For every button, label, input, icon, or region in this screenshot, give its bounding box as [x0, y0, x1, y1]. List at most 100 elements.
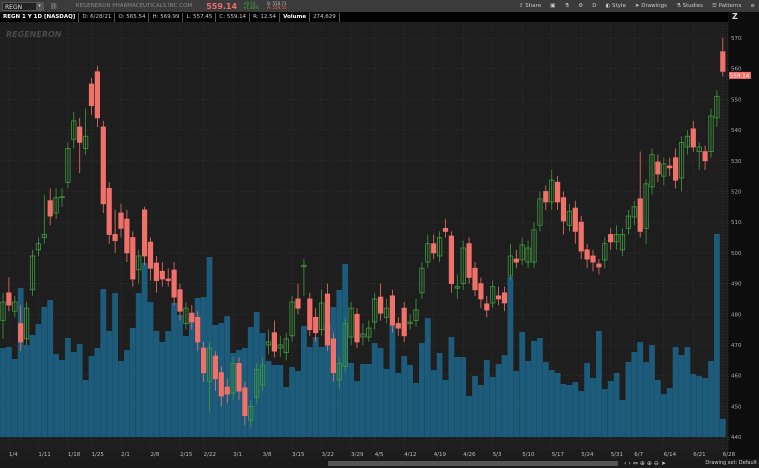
candle-up — [631, 206, 637, 218]
candle-up — [407, 321, 413, 324]
volume-bar — [542, 361, 549, 437]
zoom-in-icon[interactable]: ⊕ — [646, 460, 652, 467]
gear-icon[interactable]: ⚙ — [578, 3, 584, 9]
volume-bar — [625, 361, 632, 437]
candle-up — [12, 301, 18, 312]
candle-up — [425, 243, 431, 263]
volume-bar — [100, 289, 107, 437]
studies-icon: ⚗ — [675, 3, 683, 9]
candle-down — [189, 312, 195, 323]
volume-bar — [159, 341, 166, 437]
candle-up — [265, 341, 272, 346]
drawing-set[interactable]: Drawing set: Default — [705, 460, 757, 466]
volume-bar — [383, 368, 390, 437]
volume-bar — [507, 276, 514, 437]
candle-down — [555, 181, 561, 203]
symbol-input[interactable]: REGN ▾ — [2, 1, 44, 11]
candle-up — [507, 255, 514, 277]
scroll-right-icon[interactable]: › — [628, 460, 631, 467]
time-scrollbar[interactable] — [328, 461, 618, 466]
candle-up — [625, 215, 632, 229]
detach-icon[interactable]: ▣ — [550, 3, 556, 9]
candle-down — [448, 235, 455, 284]
candle-up — [696, 146, 702, 152]
candle-down — [112, 234, 118, 242]
volume-bar — [643, 361, 649, 437]
patterns-icon: ☰ — [712, 3, 719, 9]
patterns-button[interactable]: ☰ Patterns — [712, 3, 741, 9]
studies-button[interactable]: ⚗ Studies — [676, 3, 703, 9]
candle-up — [531, 229, 537, 263]
volume-bar — [584, 363, 590, 437]
y-tick-label: 490 — [731, 282, 742, 288]
candle-down — [472, 267, 478, 291]
drawings-button[interactable]: ➤ Drawings — [635, 3, 667, 9]
change-percent: +1.48% — [243, 5, 260, 10]
menu-icon[interactable]: ≡ — [750, 3, 755, 9]
x-tick-label: 6/7 — [634, 452, 643, 458]
flask-icon[interactable]: ⚗ — [564, 3, 570, 9]
volume-bar — [478, 384, 484, 437]
y-tick-label: 470 — [731, 343, 742, 349]
candle-up — [65, 148, 71, 183]
x-tick-label: 5/31 — [611, 452, 623, 458]
volume-bar — [519, 332, 526, 437]
last-price-tag-label: 559.14 — [730, 73, 750, 79]
pan-icon[interactable]: ⇔ — [632, 460, 638, 467]
pointer-icon[interactable]: ➤ — [660, 460, 666, 467]
volume-bar — [448, 337, 455, 437]
candle-down — [702, 151, 708, 162]
candle-down — [295, 298, 301, 309]
candle-up — [318, 302, 325, 331]
volume-bar — [684, 347, 691, 437]
volume-bar — [360, 363, 366, 437]
candle-down — [124, 218, 130, 254]
volume-bar — [407, 364, 413, 437]
net-change: +8.14 +1.48% — [243, 1, 260, 11]
x-tick-label: 4/5 — [375, 452, 384, 458]
link-icon[interactable]: ⛓ — [50, 2, 58, 10]
x-tick-label: 4/26 — [463, 452, 476, 458]
volume-bar — [596, 330, 602, 437]
bid-ask: B: 558.73 A: 559.55 — [267, 1, 286, 11]
candle-up — [537, 198, 543, 226]
x-tick-label: 2/1 — [121, 452, 130, 458]
style-button[interactable]: ◐ Style — [605, 3, 625, 9]
volume-bar — [365, 363, 372, 437]
share-label: Share — [525, 3, 542, 9]
x-tick-label: 3/22 — [322, 452, 334, 458]
candle-down — [195, 316, 201, 343]
volume-bar — [41, 306, 48, 437]
candle-up — [59, 196, 65, 199]
share-button[interactable]: ⇪ Share — [519, 3, 541, 9]
volume-bar — [348, 363, 354, 437]
scroll-left-icon[interactable]: ‹ — [624, 460, 627, 467]
candle-up — [342, 323, 348, 367]
volume-bar — [88, 356, 95, 437]
candle-down — [118, 212, 124, 229]
candle-up — [549, 179, 555, 203]
period-button[interactable]: D — [592, 3, 597, 9]
candle-up — [454, 286, 460, 289]
candle-up — [41, 234, 47, 238]
crosshair-icon[interactable]: ⊕ — [639, 460, 645, 467]
candle-up — [661, 163, 667, 177]
y-tick-label: 540 — [731, 128, 742, 134]
chevron-down-icon[interactable]: ▾ — [36, 2, 43, 10]
candle-up — [366, 327, 372, 338]
volume-bar — [419, 343, 425, 437]
x-tick-label: 5/17 — [552, 452, 565, 458]
candle-up — [708, 115, 714, 152]
volume-bar — [59, 360, 65, 437]
candle-up — [348, 307, 354, 338]
candle-up — [336, 363, 342, 381]
volume-bar — [124, 349, 130, 437]
candle-up — [35, 243, 42, 251]
candle-down — [596, 263, 602, 268]
zoom-z-icon[interactable]: Z — [732, 12, 738, 21]
candle-down — [271, 332, 278, 352]
zoom-out-icon[interactable]: ⊖ — [653, 460, 659, 467]
info-date: D: 6/28/21 — [79, 12, 116, 22]
candle-down — [88, 83, 95, 106]
